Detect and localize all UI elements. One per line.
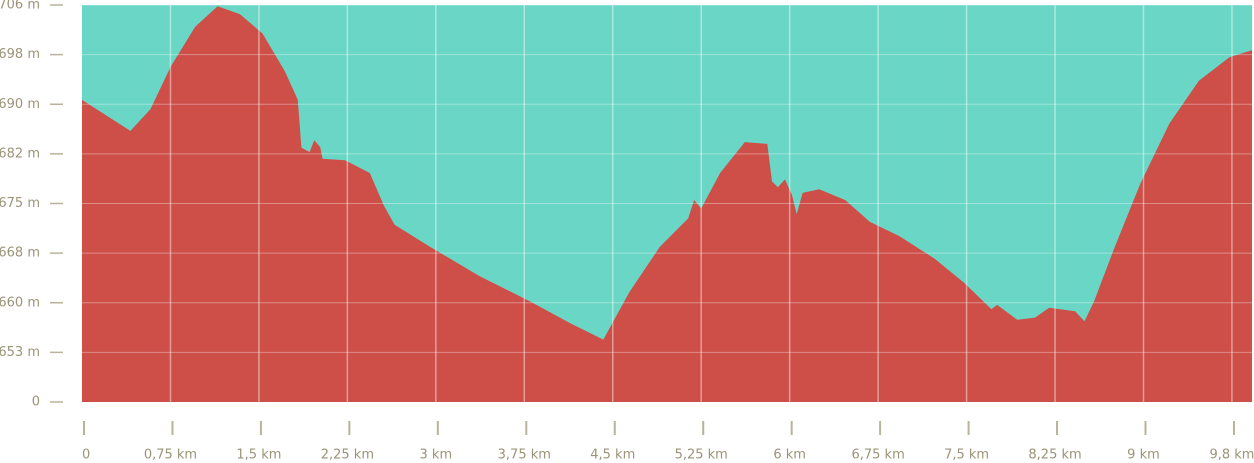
x-tick-label: 1,5 km: [236, 448, 281, 463]
x-tick-label: 0,75 km: [144, 448, 197, 463]
elevation-area: [82, 6, 1252, 402]
x-tick-label: 6,75 km: [851, 448, 904, 463]
y-tick-label: 690 m: [0, 97, 40, 112]
y-tick-label: 698 m: [0, 47, 40, 62]
x-tick-label: 9,8 km: [1209, 448, 1254, 463]
y-tick-label: 682 m: [0, 146, 40, 161]
x-tick-label: 0: [82, 448, 90, 463]
x-tick-label: 4,5 km: [590, 448, 635, 463]
x-tick-label: 9 km: [1127, 448, 1160, 463]
x-tick-label: 7,5 km: [944, 448, 989, 463]
y-tick-label: 675 m: [0, 196, 40, 211]
x-tick-label: 3 km: [420, 448, 453, 463]
x-tick-label: 6 km: [773, 448, 806, 463]
x-tick-label: 2,25 km: [321, 448, 374, 463]
y-tick-label: 660 m: [0, 295, 40, 310]
y-tick-label: 668 m: [0, 246, 40, 261]
x-tick-label: 8,25 km: [1028, 448, 1081, 463]
x-tick-label: 3,75 km: [498, 448, 551, 463]
y-tick-label: 0: [32, 395, 40, 410]
y-tick-label: 706 m: [0, 0, 40, 13]
x-tick-label: 5,25 km: [675, 448, 728, 463]
y-tick-label: 653 m: [0, 345, 40, 360]
